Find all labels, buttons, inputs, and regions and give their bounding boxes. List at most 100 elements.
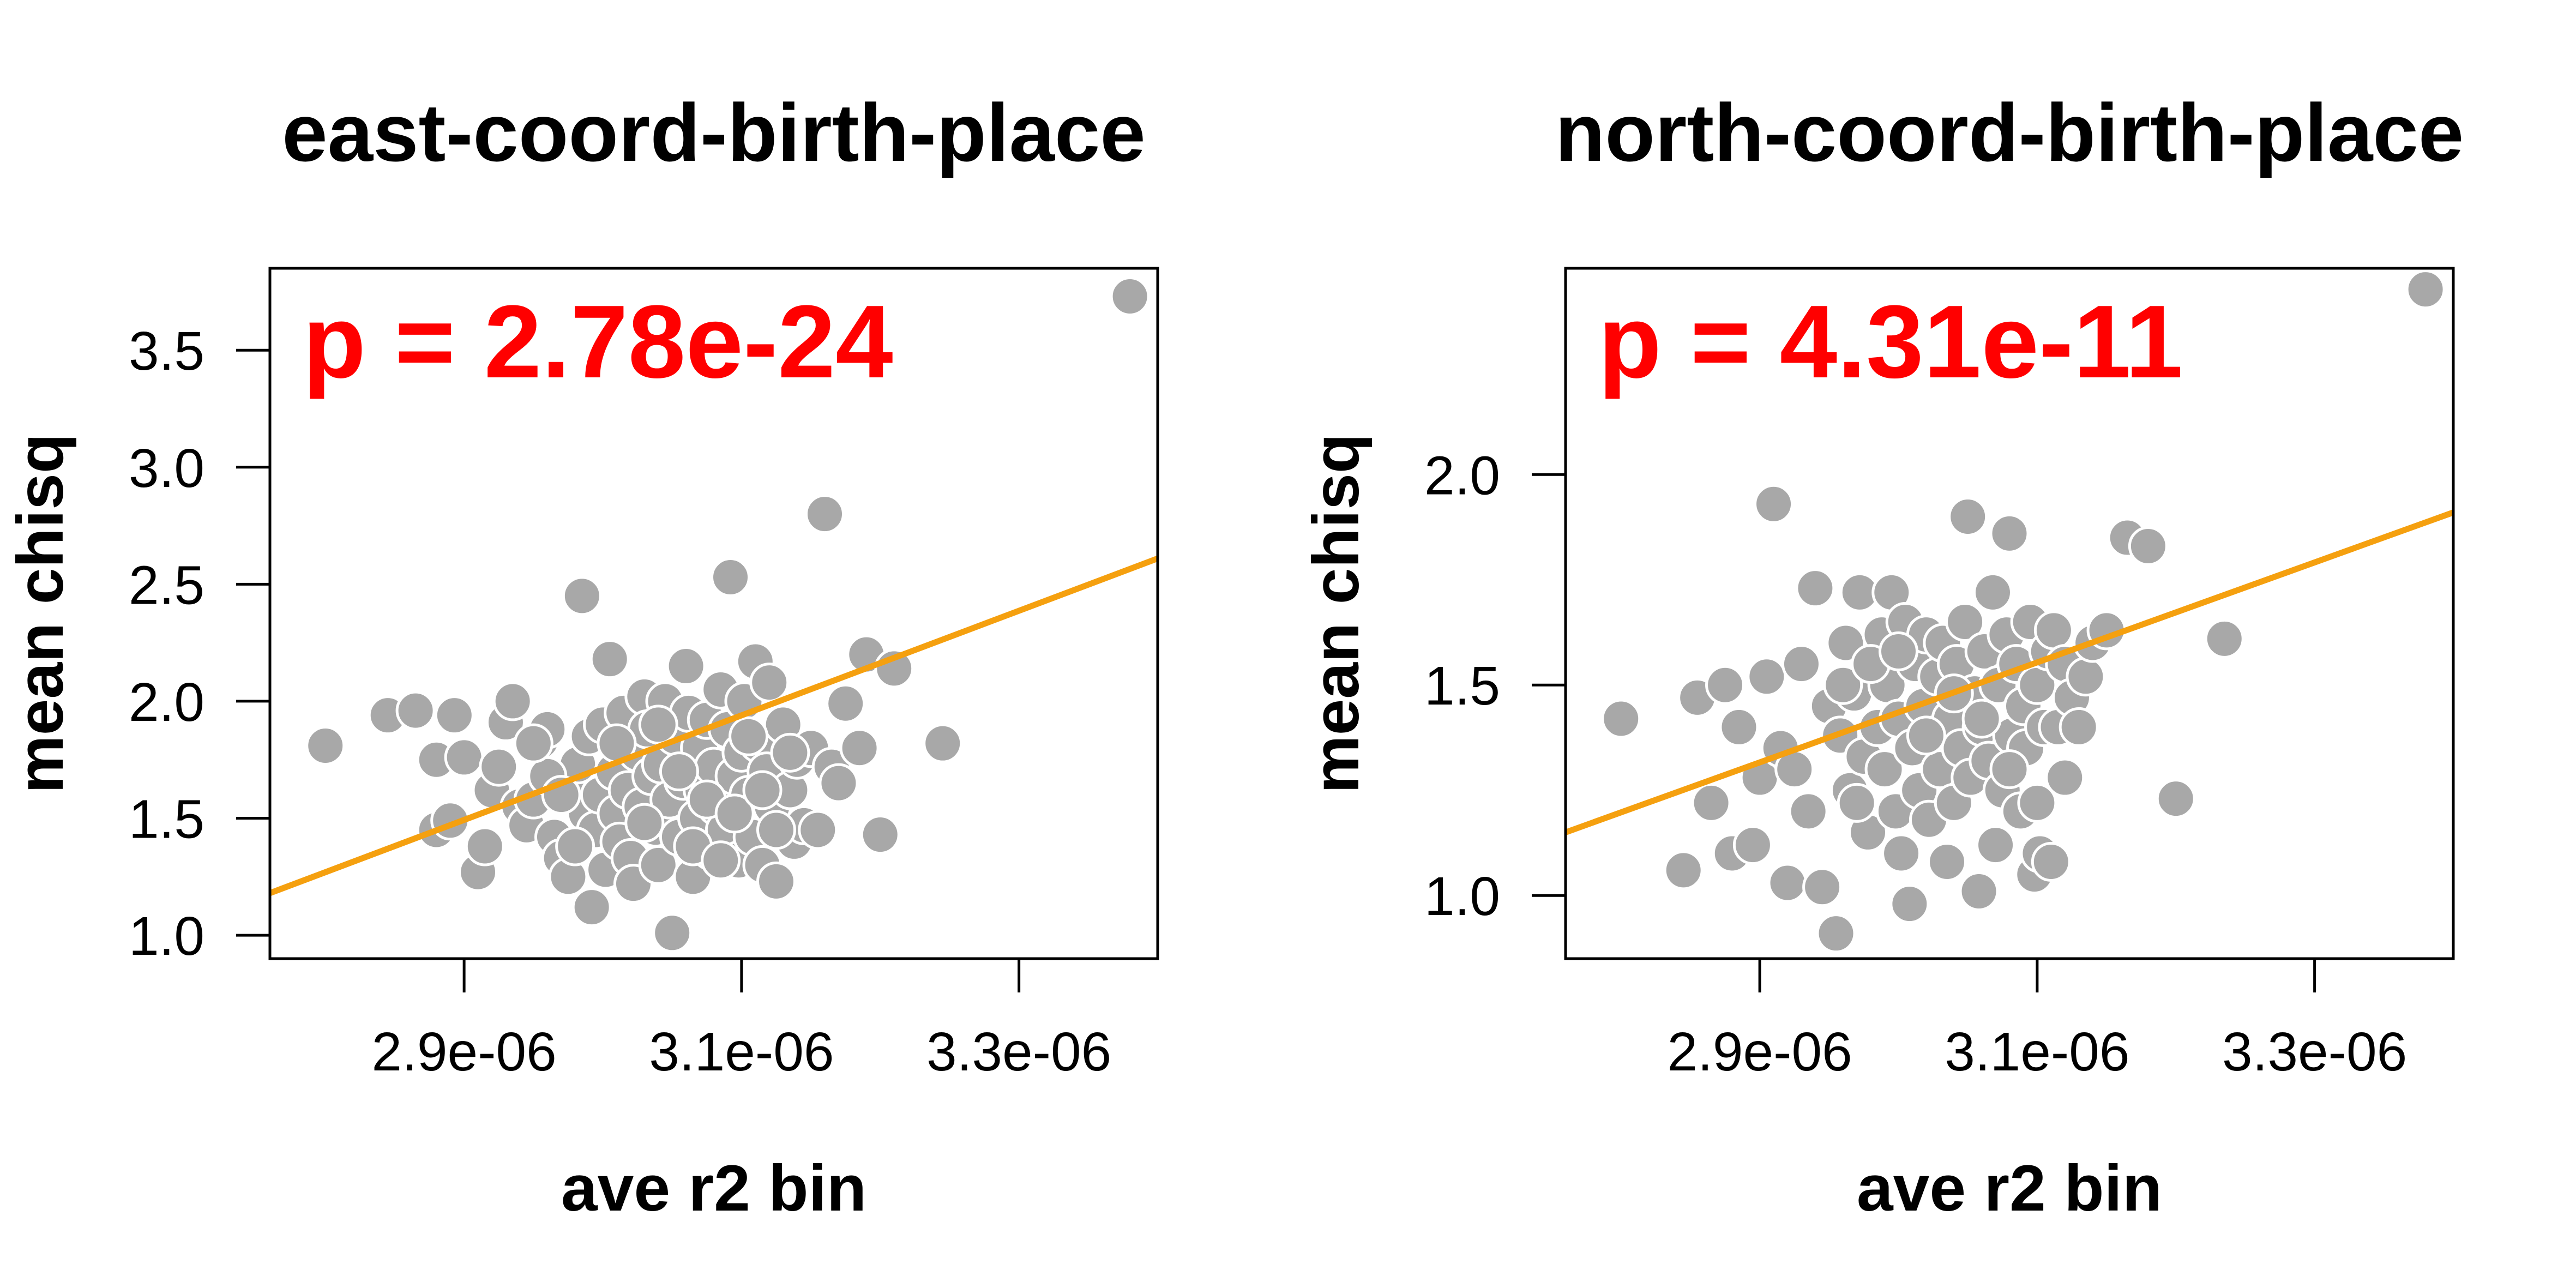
y-axis-label: mean chisq: [1299, 434, 1373, 793]
y-tick-label: 1.5: [1424, 655, 1500, 717]
data-point: [1864, 749, 1905, 790]
x-tick-label: 3.1e-06: [1945, 1021, 2129, 1082]
data-point: [434, 695, 474, 736]
data-point: [729, 716, 769, 756]
data-point: [1788, 791, 1828, 832]
data-point: [1747, 657, 1787, 697]
data-point: [1972, 572, 2013, 612]
data-point: [1781, 644, 1821, 684]
data-point: [711, 557, 751, 597]
regression-line: [1566, 509, 2453, 835]
plot-frame: [1564, 267, 2455, 960]
data-point: [1906, 715, 1946, 756]
panel-north-coord-birth-place: north-coord-birth-place 2.9e-06 3.1e-06 3.3…: [1299, 87, 2464, 1225]
data-point: [2017, 783, 2057, 823]
data-point: [1816, 913, 1856, 954]
data-point: [652, 913, 693, 953]
data-point: [1795, 568, 1835, 609]
data-point: [624, 803, 665, 843]
data-point: [1961, 699, 2002, 739]
regression-line: [270, 556, 1158, 896]
data-point: [2128, 526, 2168, 566]
data-point: [2033, 610, 2074, 651]
data-point: [1601, 699, 1641, 739]
y-tick-label: 3.0: [129, 438, 204, 499]
data-point: [659, 751, 699, 792]
data-point: [798, 810, 838, 850]
data-point: [1989, 513, 2030, 553]
data-point: [2045, 757, 2085, 798]
data-point: [742, 770, 783, 810]
x-tick-label: 3.3e-06: [926, 1021, 1111, 1082]
data-point: [666, 646, 706, 687]
y-tick-label: 3.5: [129, 321, 204, 382]
data-point: [1881, 833, 1922, 874]
data-point: [638, 705, 678, 745]
data-point: [513, 723, 553, 763]
y-tick-label: 2.0: [129, 672, 204, 733]
x-tick-label: 2.9e-06: [372, 1021, 557, 1082]
data-point: [805, 494, 845, 534]
y-tick-label: 2.5: [129, 555, 204, 616]
data-point: [770, 732, 810, 773]
data-point: [1976, 825, 2016, 865]
data-point: [492, 681, 533, 721]
data-point: [1754, 484, 1794, 524]
data-point: [1889, 884, 1930, 924]
data-point: [589, 639, 630, 679]
data-point: [2059, 707, 2099, 747]
data-point: [1823, 665, 1863, 705]
data-point: [305, 725, 346, 766]
data-point: [1948, 496, 1988, 537]
y-axis-label: mean chisq: [4, 434, 77, 793]
data-point: [839, 728, 880, 768]
x-axis-label: ave r2 bin: [561, 1152, 866, 1225]
data-point: [555, 826, 595, 866]
data-point: [756, 810, 796, 850]
data-point: [714, 793, 755, 834]
data-point: [749, 663, 790, 703]
chart-title: north-coord-birth-place: [1555, 87, 2464, 178]
data-point: [571, 887, 612, 928]
x-tick-label: 3.1e-06: [649, 1021, 834, 1082]
x-tick-label: 2.9e-06: [1668, 1021, 1852, 1082]
x-tick-label: 3.3e-06: [2222, 1021, 2407, 1082]
data-point: [756, 861, 796, 901]
data-point: [2204, 618, 2244, 659]
data-point: [1837, 783, 1877, 823]
data-point: [465, 826, 505, 866]
p-value-annotation: p = 4.31e-11: [1598, 284, 2183, 400]
data-point: [1959, 871, 1999, 911]
data-point: [479, 747, 519, 787]
data-point: [638, 845, 678, 885]
y-tick-label: 1.0: [1424, 866, 1500, 927]
data-point: [701, 840, 741, 881]
p-value-annotation: p = 2.78e-24: [303, 284, 893, 400]
data-point: [1719, 707, 1759, 747]
data-point: [1927, 841, 1967, 882]
y-tick-label: 1.0: [129, 906, 204, 967]
data-point: [1945, 601, 1985, 642]
data-point: [1110, 276, 1150, 316]
data-point: [395, 690, 436, 731]
data-point: [1732, 825, 1773, 865]
data-point: [444, 737, 484, 778]
data-point: [2405, 269, 2446, 310]
data-point: [923, 723, 963, 763]
panel-east-coord-birth-place: east-coord-birth-place 2.9e-06 3.1e-06 3.3e…: [4, 87, 1159, 1225]
data-point: [860, 815, 900, 855]
data-point: [1802, 867, 1843, 907]
chart-title: east-coord-birth-place: [282, 87, 1146, 178]
y-tick-label: 1.5: [129, 789, 204, 850]
data-point: [2156, 779, 2196, 819]
data-point: [2066, 657, 2106, 697]
data-point: [562, 576, 602, 616]
y-tick-label: 2.0: [1424, 445, 1500, 506]
plot-frame: [268, 267, 1159, 960]
data-point: [1691, 783, 1731, 823]
data-point: [1767, 863, 1808, 903]
data-point: [2031, 841, 2071, 882]
scatter-points: [1601, 269, 2446, 954]
data-point: [1989, 749, 2030, 790]
